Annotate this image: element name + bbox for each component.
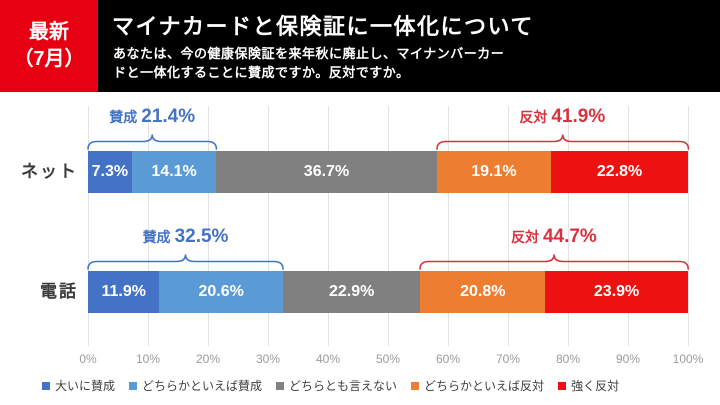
agree-annotation: 賛成 21.4% (109, 106, 195, 128)
chart-gridline (208, 106, 209, 346)
legend-swatch-icon (276, 381, 285, 390)
legend-item: 強く反対 (558, 377, 619, 394)
legend-swatch-icon (558, 381, 567, 390)
chart-gridline (148, 106, 149, 346)
chart-gridline (568, 106, 569, 346)
bar-segment-value: 22.9% (329, 283, 375, 300)
bar-segment-2: 20.6% (159, 271, 283, 313)
badge-line2: （7月） (13, 48, 85, 70)
legend-item: どちらとも言えない (276, 377, 397, 394)
page-title: マイナカードと保険証に一体化について (112, 14, 534, 39)
bar-segment-4: 19.1% (436, 151, 552, 193)
chart-gridline (448, 106, 449, 346)
oppose-annotation-value: 41.9% (551, 106, 606, 127)
legend-item: 大いに賛成 (42, 377, 115, 394)
legend-item: どちらかといえば賛成 (129, 377, 262, 394)
chart-gridline (328, 106, 329, 346)
bar-segment-2: 14.1% (131, 151, 217, 193)
bar-segment-value: 19.1% (471, 163, 517, 180)
x-axis-tick-label: 80% (555, 352, 581, 366)
bar-segment-5: 22.8% (551, 151, 688, 193)
bar-segment-3: 22.9% (283, 271, 421, 313)
bar-segment-value: 20.6% (198, 283, 244, 300)
x-axis-tick-label: 20% (195, 352, 221, 366)
chart-gridline (628, 106, 629, 346)
agree-annotation-label: 賛成 (109, 109, 138, 125)
legend-swatch-icon (42, 381, 50, 390)
oppose-bracket (418, 254, 689, 270)
bar-segment-4: 20.8% (420, 271, 546, 313)
legend-item: どちらかといえば反対 (411, 377, 544, 394)
legend-label: どちらかといえば反対 (424, 379, 545, 393)
chart-gridline (388, 106, 389, 346)
header: 最新 （7月） マイナカードと保険証に一体化について あなたは、今の健康保険証を… (0, 0, 720, 92)
legend-label: どちらかといえば賛成 (142, 379, 263, 393)
agree-annotation: 賛成 32.5% (143, 226, 229, 248)
latest-month-badge: 最新 （7月） (0, 0, 98, 92)
x-axis-tick-label: 50% (375, 352, 401, 366)
category-label: 電話 (40, 282, 78, 301)
legend-label: 大いに賛成 (55, 379, 116, 393)
chart-gridline (508, 106, 509, 346)
oppose-annotation-value: 44.7% (542, 226, 597, 247)
bar-segment-5: 23.9% (545, 271, 688, 313)
oppose-annotation: 反対 44.7% (511, 226, 597, 248)
agree-bracket (87, 254, 284, 270)
x-axis-tick-label: 90% (615, 352, 641, 366)
legend-label: 強く反対 (571, 379, 620, 393)
x-axis-tick-label: 40% (315, 352, 341, 366)
question-line2: ドと一体化することに賛成ですか。反対ですか。 (113, 65, 410, 80)
bar-segment-value: 20.8% (460, 283, 506, 300)
x-axis-tick-label: 70% (495, 352, 521, 366)
bar-segment-value: 11.9% (101, 283, 146, 300)
legend-swatch-icon (129, 381, 138, 390)
bar-segment-value: 23.9% (593, 283, 640, 300)
x-axis-tick-label: 0% (79, 352, 97, 366)
chart-gridline (688, 106, 689, 346)
bar-segment-1: 7.3% (88, 151, 132, 193)
bar-segment-value: 14.1% (151, 163, 197, 180)
agree-bracket (87, 134, 218, 150)
chart-legend: 大いに賛成 どちらかといえば賛成 どちらとも言えない どちらかといえば反対 強く反対 (42, 377, 619, 394)
bar-segment-3: 36.7% (216, 151, 437, 193)
x-axis-tick-label: 10% (135, 352, 161, 366)
question-line1: あなたは、今の健康保険証を来年秋に廃止し、マイナンバーカー (113, 46, 505, 61)
bar-segment-value: 7.3% (91, 163, 129, 180)
oppose-annotation-label: 反対 (510, 229, 539, 245)
x-axis-tick-label: 60% (435, 352, 461, 366)
bar-segment-value: 22.8% (596, 163, 643, 180)
agree-annotation-label: 賛成 (142, 229, 171, 245)
x-axis-tick-label: 30% (255, 352, 281, 366)
agree-annotation-value: 32.5% (174, 226, 229, 247)
chart-gridline (268, 106, 269, 346)
legend-swatch-icon (411, 381, 420, 390)
legend-label: どちらとも言えない (289, 379, 398, 393)
chart-gridline (88, 106, 89, 346)
oppose-annotation: 反対 41.9% (519, 106, 605, 128)
bar-segment-1: 11.9% (88, 271, 160, 313)
oppose-annotation-label: 反対 (519, 109, 548, 125)
x-axis-tick-label: 100% (672, 352, 704, 366)
badge-line1: 最新 (29, 21, 69, 43)
oppose-bracket (435, 134, 689, 150)
question-text: あなたは、今の健康保険証を来年秋に廃止し、マイナンバーカー ドと一体化することに… (113, 44, 504, 82)
bar-segment-value: 36.7% (303, 163, 350, 180)
agree-annotation-value: 21.4% (141, 106, 196, 127)
category-label: ネット (21, 162, 78, 181)
